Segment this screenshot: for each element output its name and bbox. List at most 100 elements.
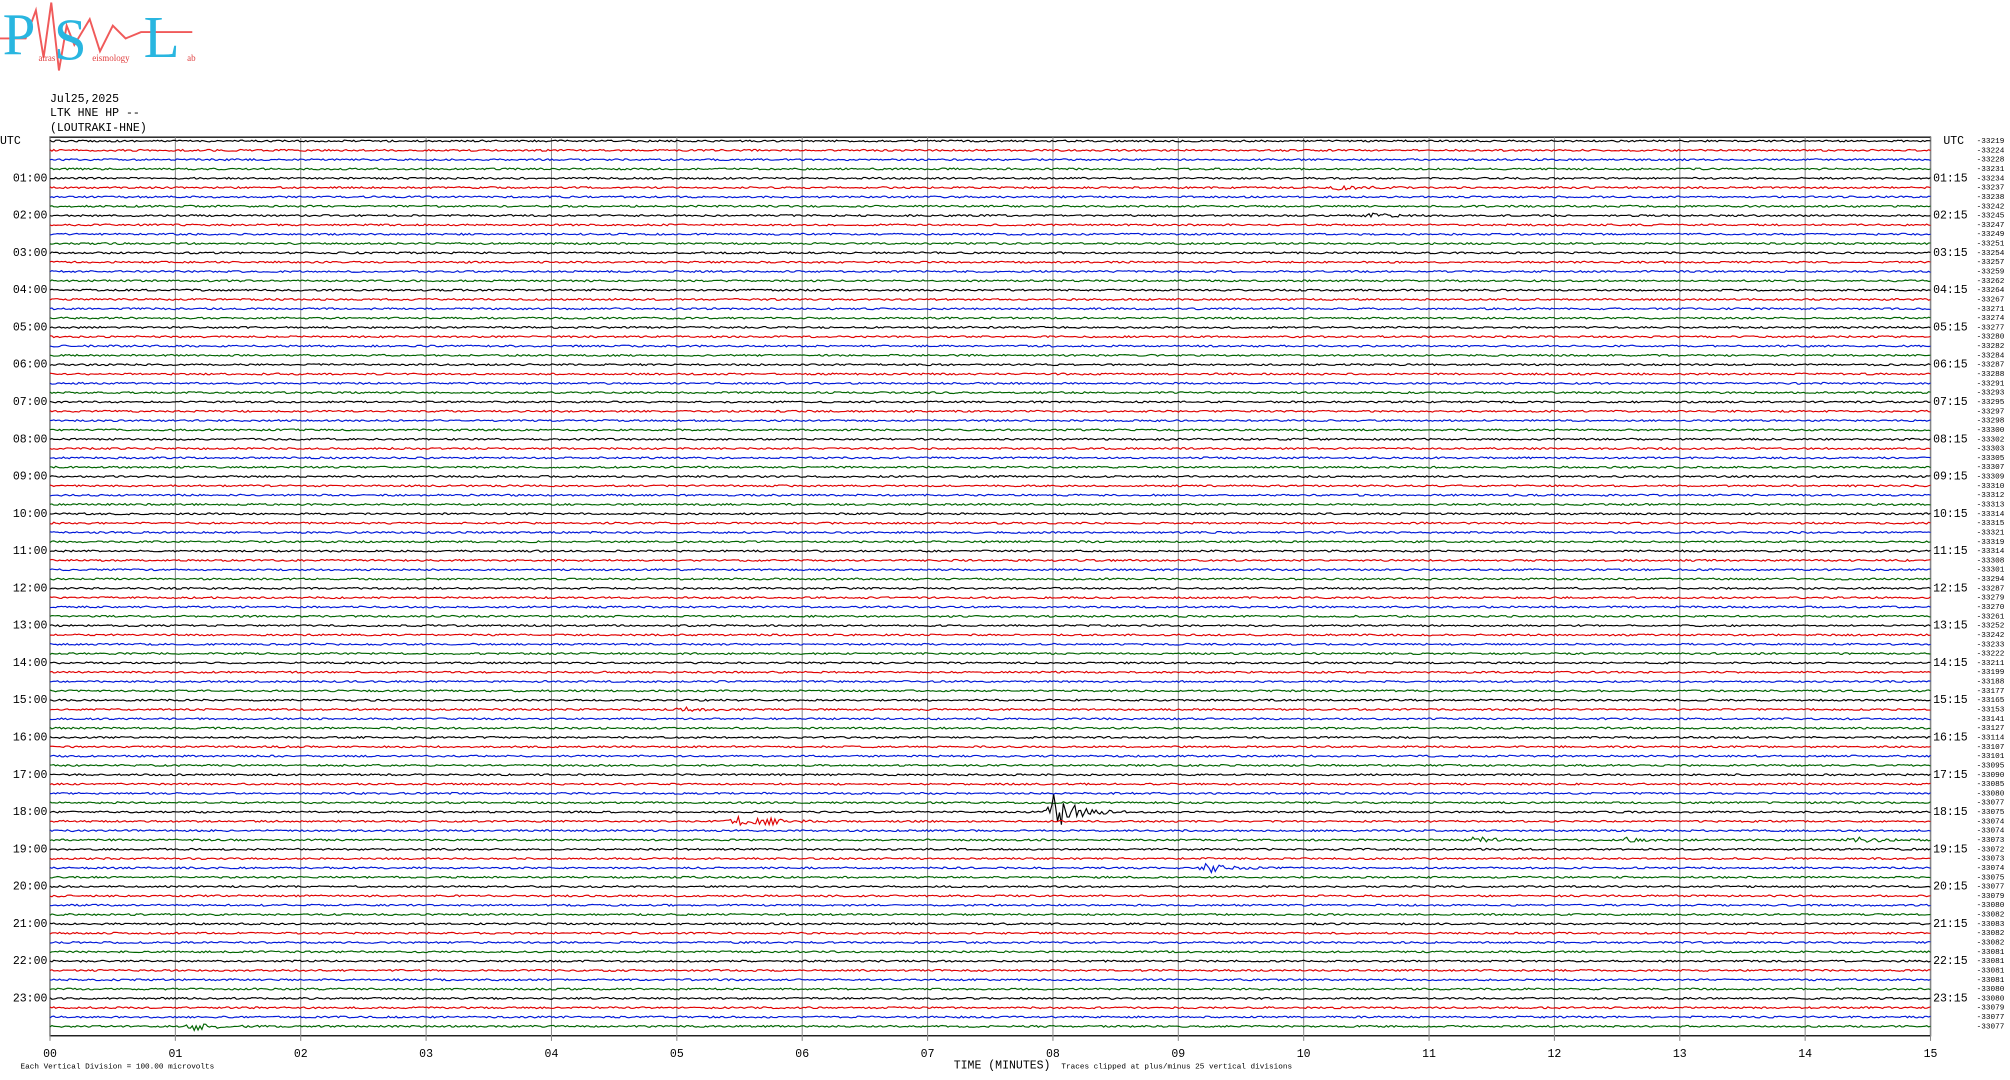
trace-offset-label: -33305: [1977, 455, 2005, 463]
trace: [49, 642, 1931, 646]
right-time-label: 16:15: [1933, 731, 1968, 744]
left-time-label: 13:00: [13, 620, 48, 633]
x-tick-label: 03: [419, 1048, 433, 1061]
right-time-label: 06:15: [1933, 359, 1968, 372]
trace-offset-label: -33101: [1977, 753, 2005, 761]
x-tick-label: 00: [43, 1048, 57, 1061]
trace: [49, 1023, 1931, 1032]
trace: [49, 474, 1931, 479]
trace-offset-label: -33081: [1977, 949, 2005, 957]
left-time-label: 04:00: [13, 284, 48, 297]
right-time-label: 02:15: [1933, 210, 1968, 223]
trace: [49, 353, 1931, 357]
trace: [49, 167, 1931, 171]
trace: [49, 418, 1931, 423]
trace: [49, 484, 1931, 488]
trace-offset-label: -33090: [1977, 772, 2005, 780]
right-time-label: 01:15: [1933, 172, 1968, 185]
trace: [49, 184, 1931, 191]
left-time-label: 10:00: [13, 508, 48, 521]
x-tick-label: 06: [795, 1048, 809, 1061]
trace-offset-label: -33297: [1977, 408, 2005, 416]
left-time-label: 11:00: [13, 545, 48, 558]
trace-offset-label: -33280: [1977, 334, 2005, 342]
trace: [49, 568, 1931, 572]
left-time-label: 14:00: [13, 657, 48, 670]
trace: [49, 157, 1931, 162]
trace: [49, 381, 1931, 385]
trace: [49, 512, 1931, 516]
trace: [49, 586, 1931, 590]
trace: [49, 195, 1931, 199]
trace-offset-label: -33282: [1977, 343, 2005, 351]
left-time-label: 15:00: [13, 694, 48, 707]
logo-letter: S: [54, 7, 87, 73]
trace-offset-label: -33082: [1977, 940, 2005, 948]
trace: [49, 344, 1931, 348]
trace-offset-label: -33309: [1977, 474, 2005, 482]
trace: [49, 633, 1931, 637]
trace-offset-label: -33211: [1977, 660, 2005, 668]
right-time-label: 04:15: [1933, 284, 1968, 297]
trace: [49, 624, 1931, 628]
trace: [49, 894, 1931, 898]
trace-offset-label: -33291: [1977, 380, 2005, 388]
trace: [49, 446, 1931, 451]
trace: [49, 856, 1931, 861]
trace-offset-label: -33077: [1977, 1014, 2005, 1022]
trace-offset-label: -33081: [1977, 967, 2005, 975]
trace-offset-label: -33083: [1977, 921, 2005, 929]
trace-offset-label: -33073: [1977, 856, 2005, 864]
left-time-label: 16:00: [13, 731, 48, 744]
trace-offset-label: -33277: [1977, 324, 2005, 332]
left-time-label: 05:00: [13, 321, 48, 334]
left-time-label: 17:00: [13, 769, 48, 782]
date: Jul25,2025: [50, 93, 119, 106]
trace: [49, 773, 1931, 777]
right-time-label: 11:15: [1933, 545, 1968, 558]
trace: [49, 493, 1931, 497]
scale-note: Each Vertical Division = 100.00 microvol…: [21, 1064, 215, 1072]
left-time-label: 06:00: [13, 359, 48, 372]
trace: [49, 530, 1931, 535]
trace: [49, 978, 1931, 982]
site: (LOUTRAKI-HNE): [50, 122, 147, 135]
trace-offset-label: -33081: [1977, 958, 2005, 966]
trace-offset-label: -33312: [1977, 492, 2005, 500]
right-time-label: 10:15: [1933, 508, 1968, 521]
trace-offset-label: -33301: [1977, 567, 2005, 575]
left-time-label: 03:00: [13, 247, 48, 260]
left-time-label: 23:00: [13, 992, 48, 1005]
left-time-label: 01:00: [13, 172, 48, 185]
trace-offset-label: -33242: [1977, 203, 2005, 211]
trace: [49, 521, 1931, 525]
trace-offset-label: -33081: [1977, 977, 2005, 985]
trace: [49, 223, 1931, 227]
trace: [49, 689, 1931, 693]
trace: [49, 847, 1931, 851]
trace-offset-label: -33222: [1977, 651, 2005, 659]
trace-offset-label: -33234: [1977, 175, 2005, 183]
trace: [49, 260, 1931, 264]
left-time-label: UTC: [0, 135, 21, 148]
trace: [49, 959, 1931, 963]
trace-offset-label: -33308: [1977, 557, 2005, 565]
trace-offset-label: -33310: [1977, 483, 2005, 491]
trace-offset-label: -33127: [1977, 725, 2005, 733]
trace-offset-label: -33287: [1977, 585, 2005, 593]
trace: [49, 335, 1931, 339]
trace: [49, 754, 1931, 758]
trace: [49, 148, 1931, 152]
trace-offset-label: -33264: [1977, 287, 2005, 295]
trace-offset-label: -33267: [1977, 296, 2005, 304]
trace: [49, 996, 1931, 1000]
left-time-label: 12:00: [13, 582, 48, 595]
trace-offset-label: -33252: [1977, 623, 2005, 631]
trace-offset-label: -33188: [1977, 679, 2005, 687]
trace-offset-label: -33287: [1977, 362, 2005, 370]
right-time-label: 07:15: [1933, 396, 1968, 409]
trace: [49, 862, 1931, 874]
trace: [49, 400, 1931, 404]
trace: [49, 884, 1931, 889]
trace: [49, 232, 1931, 236]
